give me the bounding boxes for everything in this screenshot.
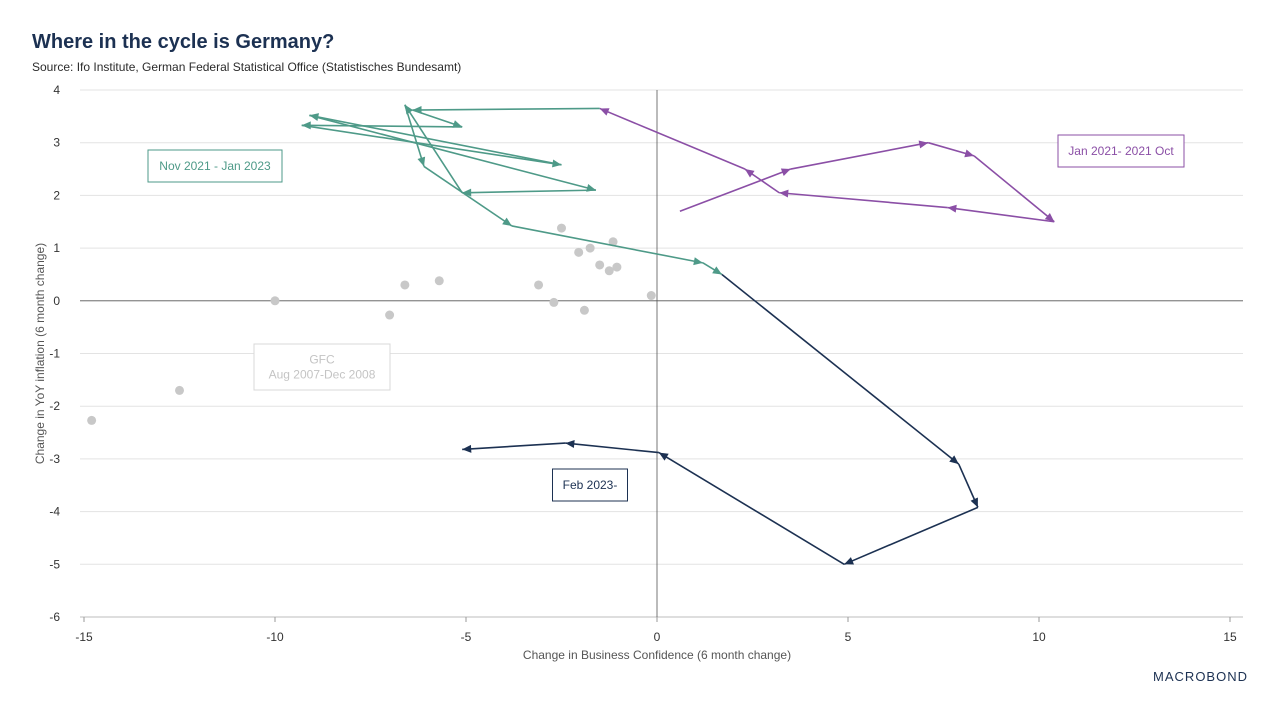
data-point-arrow xyxy=(452,120,463,128)
x-tick-label: 0 xyxy=(654,630,661,644)
y-tick-label: -4 xyxy=(49,505,60,519)
y-tick-label: 0 xyxy=(53,294,60,308)
series-label-box xyxy=(552,468,628,502)
series-nov-2021-jan-2023 xyxy=(301,104,723,276)
data-point xyxy=(595,260,605,270)
data-segment xyxy=(462,189,596,194)
data-point xyxy=(87,415,97,425)
y-tick-label: -2 xyxy=(49,399,60,413)
series-label-box xyxy=(1057,134,1185,168)
data-point-arrow xyxy=(779,189,789,198)
data-segment xyxy=(679,168,791,212)
data-segment xyxy=(511,225,703,264)
data-point-arrow xyxy=(947,204,957,213)
series-label-box xyxy=(253,343,391,391)
series-label-text: Nov 2021 - Jan 2023 xyxy=(159,159,271,173)
data-point xyxy=(574,247,584,257)
y-tick-label: -1 xyxy=(49,347,60,361)
data-point xyxy=(604,266,614,276)
y-tick-label: -5 xyxy=(49,557,60,571)
data-point xyxy=(608,237,618,247)
y-tick-label: 1 xyxy=(53,241,60,255)
y-tick-label: -6 xyxy=(49,610,60,624)
data-segment xyxy=(721,273,960,465)
data-point xyxy=(175,385,184,395)
data-segment xyxy=(404,104,425,167)
x-tick-label: 5 xyxy=(845,630,852,644)
data-point xyxy=(400,280,410,290)
x-tick-label: 10 xyxy=(1032,630,1046,644)
y-tick-label: 3 xyxy=(53,136,60,150)
y-axis-title: Change in YoY inflation (6 month change) xyxy=(33,243,47,464)
data-segment xyxy=(404,104,463,194)
data-segment xyxy=(423,165,513,227)
data-segment xyxy=(309,114,597,191)
data-segment xyxy=(843,506,979,566)
data-segment xyxy=(599,107,746,170)
series-feb-2023- xyxy=(462,273,979,566)
series-gfc xyxy=(87,223,656,425)
data-point xyxy=(557,223,566,233)
series-label-text: Aug 2007-Dec 2008 xyxy=(269,368,376,382)
series-label-text: GFC xyxy=(309,353,335,367)
data-point xyxy=(385,310,395,320)
series-layer xyxy=(87,104,1055,566)
series-label-box xyxy=(147,149,283,183)
data-point-arrow xyxy=(949,455,959,465)
data-segment xyxy=(947,206,1055,223)
data-point-arrow xyxy=(417,156,426,167)
series-jan-2021-2021-oct xyxy=(599,107,1055,223)
data-point-arrow xyxy=(658,452,669,461)
x-tick-label: -5 xyxy=(461,630,472,644)
data-point-arrow xyxy=(565,440,575,448)
x-tick-label: -15 xyxy=(75,630,93,644)
data-point xyxy=(579,305,589,315)
series-label-text: Jan 2021- 2021 Oct xyxy=(1068,144,1174,158)
chart-title: Where in the cycle is Germany? xyxy=(32,31,335,53)
data-point-arrow xyxy=(964,149,975,158)
x-tick-label: 15 xyxy=(1223,630,1237,644)
data-point-arrow xyxy=(744,169,755,178)
data-point xyxy=(646,291,656,301)
data-segment xyxy=(973,155,1055,223)
data-point xyxy=(549,297,559,307)
data-point-arrow xyxy=(712,266,722,275)
data-point xyxy=(270,296,280,306)
y-tick-label: 4 xyxy=(53,83,60,97)
y-tick-label: 2 xyxy=(53,188,60,202)
data-segment xyxy=(779,191,948,209)
data-point-arrow xyxy=(970,497,978,508)
data-point-arrow xyxy=(502,217,512,226)
data-segment xyxy=(462,442,566,451)
data-segment xyxy=(790,141,929,170)
series-label-text: Feb 2023- xyxy=(563,478,618,492)
data-point-arrow xyxy=(1044,212,1055,222)
x-tick-label: -10 xyxy=(266,630,284,644)
data-point xyxy=(585,243,595,253)
x-axis-title: Change in Business Confidence (6 month c… xyxy=(523,648,791,662)
data-segment xyxy=(309,114,562,166)
data-point xyxy=(612,262,622,272)
data-point xyxy=(434,276,444,286)
data-segment xyxy=(565,442,659,454)
data-point xyxy=(534,280,544,290)
data-point-arrow xyxy=(693,257,703,266)
data-point-arrow xyxy=(918,140,929,149)
data-point-arrow xyxy=(599,108,610,116)
data-segment xyxy=(658,451,845,565)
data-point-arrow xyxy=(462,188,472,197)
data-point-arrow xyxy=(462,444,472,453)
data-segment xyxy=(412,107,600,111)
data-point-arrow xyxy=(844,557,855,565)
data-point-arrow xyxy=(780,168,791,176)
chart-source: Source: Ifo Institute, German Federal St… xyxy=(32,60,462,74)
macrobond-logo: MACROBOND xyxy=(1153,669,1248,684)
data-segment xyxy=(301,124,463,128)
y-tick-label: -3 xyxy=(49,452,60,466)
